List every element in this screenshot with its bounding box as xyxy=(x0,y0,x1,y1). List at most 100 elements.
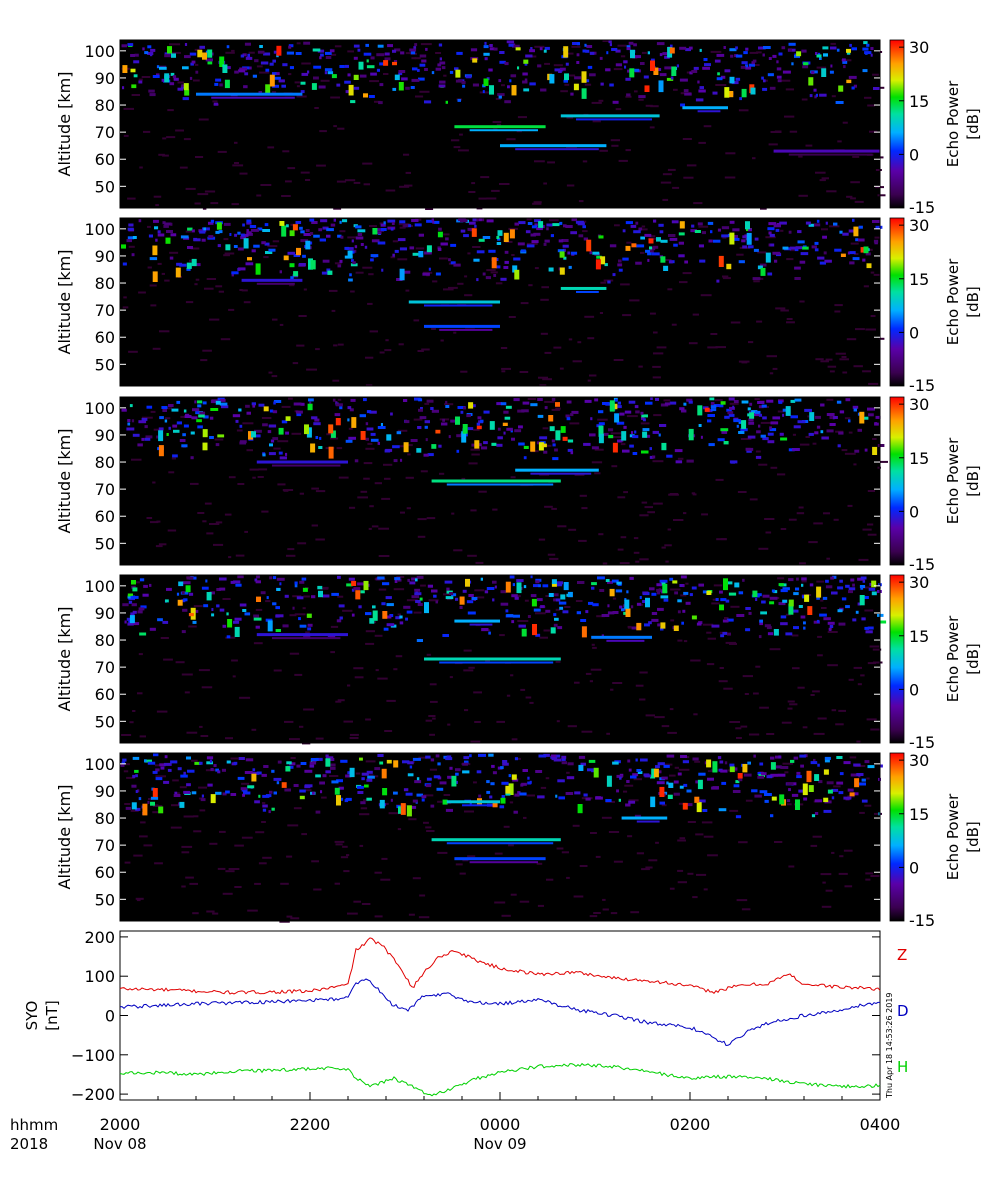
echo-cell xyxy=(768,143,778,146)
echo-cell xyxy=(582,230,588,233)
echo-cell xyxy=(523,816,527,819)
echo-cell xyxy=(332,379,340,382)
echo-cell xyxy=(379,799,385,809)
echo-cell xyxy=(552,457,559,461)
echo-cell xyxy=(729,76,735,84)
echo-cell xyxy=(566,776,575,780)
echo-cell xyxy=(649,246,653,250)
echo-cell xyxy=(793,782,797,786)
echo-cell xyxy=(851,86,855,90)
echo-cell xyxy=(273,791,277,795)
echo-cell xyxy=(318,446,323,449)
echo-cell xyxy=(540,605,545,609)
echo-cell xyxy=(474,440,480,449)
echo-cell xyxy=(656,583,662,587)
echo-panel-frame xyxy=(119,217,881,387)
echo-cell xyxy=(537,64,542,68)
echo-cell xyxy=(707,414,715,417)
echo-cell xyxy=(468,594,474,597)
echo-cell xyxy=(833,518,839,521)
echo-cell xyxy=(136,899,141,902)
echo-cell xyxy=(664,55,670,59)
echo-cell xyxy=(156,65,160,69)
echo-cell xyxy=(626,47,631,51)
echo-cell xyxy=(318,590,323,598)
echo-cell xyxy=(866,718,877,721)
echo-cell xyxy=(202,207,207,210)
echo-cell xyxy=(588,601,594,605)
echo-cell xyxy=(815,358,824,361)
echo-cell xyxy=(706,759,712,768)
echo-cell xyxy=(857,602,861,606)
echo-cell xyxy=(835,101,844,104)
echo-cell xyxy=(504,100,511,104)
echo-cell xyxy=(122,65,128,73)
echo-cell xyxy=(642,591,649,595)
echo-cell xyxy=(404,184,413,187)
echo-cell xyxy=(633,551,640,554)
echo-cell xyxy=(144,759,152,763)
echo-cell xyxy=(741,400,749,404)
echo-cell xyxy=(630,911,640,914)
echo-cell xyxy=(431,589,438,593)
echo-cell xyxy=(296,85,300,88)
echo-cell xyxy=(567,725,577,728)
echo-cell xyxy=(666,454,673,458)
echo-cell xyxy=(176,592,180,596)
echo-cell xyxy=(150,48,156,52)
echo-cell xyxy=(238,757,245,760)
echo-cell xyxy=(826,398,834,401)
echo-cell xyxy=(191,791,197,795)
echo-cell xyxy=(290,917,300,920)
echo-cell xyxy=(823,769,829,775)
echo-cell xyxy=(441,422,448,426)
echo-cell xyxy=(237,247,244,251)
echo-cell xyxy=(426,830,435,832)
echo-cell xyxy=(164,417,171,420)
echo-cell xyxy=(431,218,434,222)
echo-cell xyxy=(696,622,702,626)
echo-panel-frame xyxy=(119,574,881,744)
echo-cell xyxy=(589,51,595,55)
echo-cell xyxy=(526,244,535,248)
echo-cell xyxy=(281,420,288,424)
echo-cell xyxy=(540,88,547,92)
echo-cell xyxy=(363,477,370,480)
echo-cell xyxy=(176,400,181,404)
echo-cell xyxy=(677,772,682,776)
echo-cell xyxy=(627,835,633,838)
echo-cell xyxy=(670,619,675,622)
echo-cell xyxy=(314,107,319,109)
echo-cell xyxy=(182,581,191,585)
echo-cell xyxy=(288,397,293,400)
echo-cell xyxy=(257,476,264,478)
echo-cell xyxy=(619,776,622,780)
echo-cell xyxy=(710,405,717,409)
echo-cell xyxy=(488,631,491,635)
echo-cell xyxy=(873,661,883,664)
echo-cell xyxy=(183,815,194,818)
echo-cell xyxy=(574,76,582,80)
y-tick-label: 90 xyxy=(95,247,115,266)
echo-cell xyxy=(540,298,549,301)
echo-cell xyxy=(647,258,650,262)
echo-cell xyxy=(874,812,882,815)
echo-cell xyxy=(478,443,482,447)
echo-cell xyxy=(225,66,231,70)
echo-cell xyxy=(622,314,632,317)
echo-cell xyxy=(305,631,310,634)
echo-cell xyxy=(134,769,139,773)
echo-cell xyxy=(617,401,621,405)
echo-cell xyxy=(294,581,298,585)
echo-cell xyxy=(414,397,421,401)
echo-cell xyxy=(138,291,146,294)
echo-cell xyxy=(340,856,349,859)
echo-cell xyxy=(468,402,474,409)
echo-cell xyxy=(149,93,156,97)
echo-cell xyxy=(651,612,658,615)
echo-cell xyxy=(694,230,701,233)
echo-cell xyxy=(334,262,342,265)
echo-cell xyxy=(644,623,650,627)
echo-cell xyxy=(587,379,591,382)
